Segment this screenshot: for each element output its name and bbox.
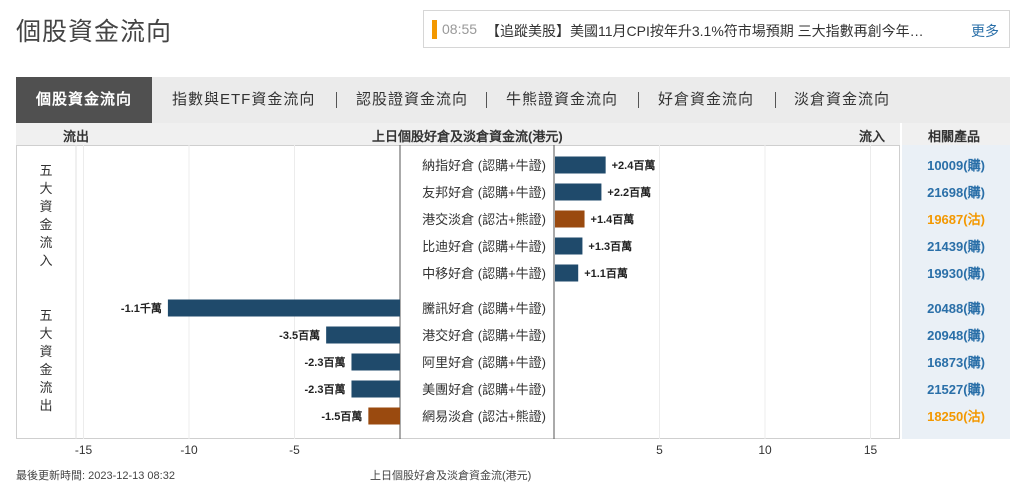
x-tick-label: 15 <box>864 443 878 457</box>
tab-stock-flow[interactable]: 個股資金流向 <box>16 77 152 123</box>
flow-bar <box>167 299 400 317</box>
group-label-inflow-char: 資 <box>39 199 52 214</box>
stock-category-label: 港交好倉 (認購+牛證) <box>422 328 546 343</box>
related-products-column <box>902 145 1010 439</box>
related-product-link[interactable]: 21439(購) <box>927 239 985 254</box>
flow-bar <box>555 264 579 282</box>
related-product-link[interactable]: 16873(購) <box>927 355 985 370</box>
news-ticker[interactable]: 08:55 【追蹤美股】美國11月CPI按年升3.1%符市場預期 三大指數再創今… <box>423 10 1010 48</box>
related-product-link[interactable]: 18250(沽) <box>927 409 985 424</box>
group-label-outflow-char: 流 <box>39 380 52 395</box>
tab-separator <box>486 92 487 108</box>
tab-warrant-flow[interactable]: 認股證資金流向 <box>356 91 469 108</box>
chart-caption: 上日個股好倉及淡倉資金流(港元) <box>370 470 532 482</box>
related-products-label: 相關產品 <box>928 129 981 144</box>
group-label-outflow-char: 大 <box>39 326 52 341</box>
group-label-outflow-char: 五 <box>39 308 52 323</box>
x-tick-label: -10 <box>180 443 198 457</box>
bar-value-label: +2.4百萬 <box>612 158 656 172</box>
related-product-link[interactable]: 21698(購) <box>927 185 985 200</box>
group-label-outflow-char: 出 <box>39 398 52 413</box>
flow-bar <box>351 353 400 371</box>
stock-category-label: 港交淡倉 (認沽+熊證) <box>422 212 546 227</box>
bar-value-label: -1.5百萬 <box>321 409 362 423</box>
stock-category-label: 騰訊好倉 (認購+牛證) <box>422 301 546 316</box>
stock-category-label: 美團好倉 (認購+牛證) <box>422 382 546 397</box>
stock-category-label: 中移好倉 (認購+牛證) <box>422 266 546 281</box>
chart-header: 流出 上日個股好倉及淡倉資金流(港元) 流入 <box>16 123 900 145</box>
stock-category-label: 阿里好倉 (認購+牛證) <box>422 355 546 370</box>
flow-bar <box>368 407 400 425</box>
related-product-link[interactable]: 19930(購) <box>927 266 985 281</box>
group-label-inflow-char: 金 <box>39 217 52 232</box>
chart-border <box>16 145 900 439</box>
inflow-label: 流入 <box>859 129 886 144</box>
tab-index-etf-flow[interactable]: 指數與ETF資金流向 <box>172 91 316 108</box>
tab-short-flow[interactable]: 淡倉資金流向 <box>794 91 891 108</box>
group-label-outflow-char: 資 <box>39 344 52 359</box>
group-label-inflow-char: 流 <box>39 235 52 250</box>
flow-bar <box>555 210 585 228</box>
group-label-inflow-char: 入 <box>39 253 52 268</box>
related-product-link[interactable]: 21527(購) <box>927 382 985 397</box>
x-tick-label: -15 <box>75 443 93 457</box>
chart-bars <box>167 156 606 425</box>
flow-bar <box>555 183 602 201</box>
related-product-link[interactable]: 10009(購) <box>927 158 985 173</box>
tab-long-flow[interactable]: 好倉資金流向 <box>658 91 755 108</box>
tab-bar: 個股資金流向 指數與ETF資金流向 認股證資金流向 牛熊證資金流向 好倉資金流向… <box>16 77 1010 123</box>
stock-category-label: 友邦好倉 (認購+牛證) <box>422 185 546 200</box>
related-product-link[interactable]: 19687(沽) <box>927 212 985 227</box>
ticker-more-link[interactable]: 更多 <box>971 23 999 39</box>
x-axis: -15 -10 -5 5 10 15 <box>16 440 1010 460</box>
tab-separator <box>775 92 776 108</box>
ticker-headline-link[interactable]: 【追蹤美股】美國11月CPI按年升3.1%符市場預期 三大指數再創今年… <box>486 23 924 39</box>
bar-value-label: -2.3百萬 <box>305 382 346 396</box>
bar-value-label: +1.4百萬 <box>591 212 635 226</box>
flow-bar <box>555 237 583 255</box>
bar-value-label: -1.1千萬 <box>121 301 162 315</box>
related-product-link[interactable]: 20948(購) <box>927 328 985 343</box>
outflow-label: 流出 <box>63 129 90 144</box>
flow-bar <box>351 380 400 398</box>
group-label-outflow-char: 金 <box>39 362 52 377</box>
tab-cbbc-flow[interactable]: 牛熊證資金流向 <box>506 91 619 108</box>
x-axis-ticks: -15 -10 -5 5 10 15 <box>75 443 878 457</box>
flow-bar <box>555 156 606 174</box>
chart-labels: +2.4百萬 納指好倉 (認購+牛證) 10009(購) +2.2百萬 友邦好倉 (認購… <box>121 158 985 424</box>
tab-separator <box>638 92 639 108</box>
bar-value-label: +1.1百萬 <box>584 266 628 280</box>
stock-category-label: 納指好倉 (認購+牛證) <box>422 158 546 173</box>
related-product-link[interactable]: 20488(購) <box>927 301 985 316</box>
x-tick-label: -5 <box>289 443 300 457</box>
ticker-time: 08:55 <box>442 21 478 37</box>
chart-header-title: 上日個股好倉及淡倉資金流(港元) <box>372 129 563 144</box>
chart-grid <box>16 145 1010 439</box>
bar-value-label: +2.2百萬 <box>607 185 651 199</box>
related-header: 相關產品 <box>902 123 1010 145</box>
bar-value-label: +1.3百萬 <box>588 239 632 253</box>
x-tick-label: 10 <box>758 443 772 457</box>
flow-bar <box>326 326 400 344</box>
tab-separator <box>336 92 337 108</box>
stock-category-label: 網易淡倉 (認沽+熊證) <box>422 409 546 424</box>
ticker-accent-bar <box>432 20 437 39</box>
page-title: 個股資金流向 <box>16 18 173 46</box>
bar-value-label: -3.5百萬 <box>279 328 320 342</box>
x-tick-label: 5 <box>656 443 663 457</box>
group-label-inflow-char: 大 <box>39 181 52 196</box>
stock-category-label: 比迪好倉 (認購+牛證) <box>422 239 546 254</box>
group-label-inflow-char: 五 <box>39 163 52 178</box>
last-updated: 最後更新時間: 2023-12-13 08:32 <box>16 470 175 482</box>
bar-value-label: -2.3百萬 <box>305 355 346 369</box>
